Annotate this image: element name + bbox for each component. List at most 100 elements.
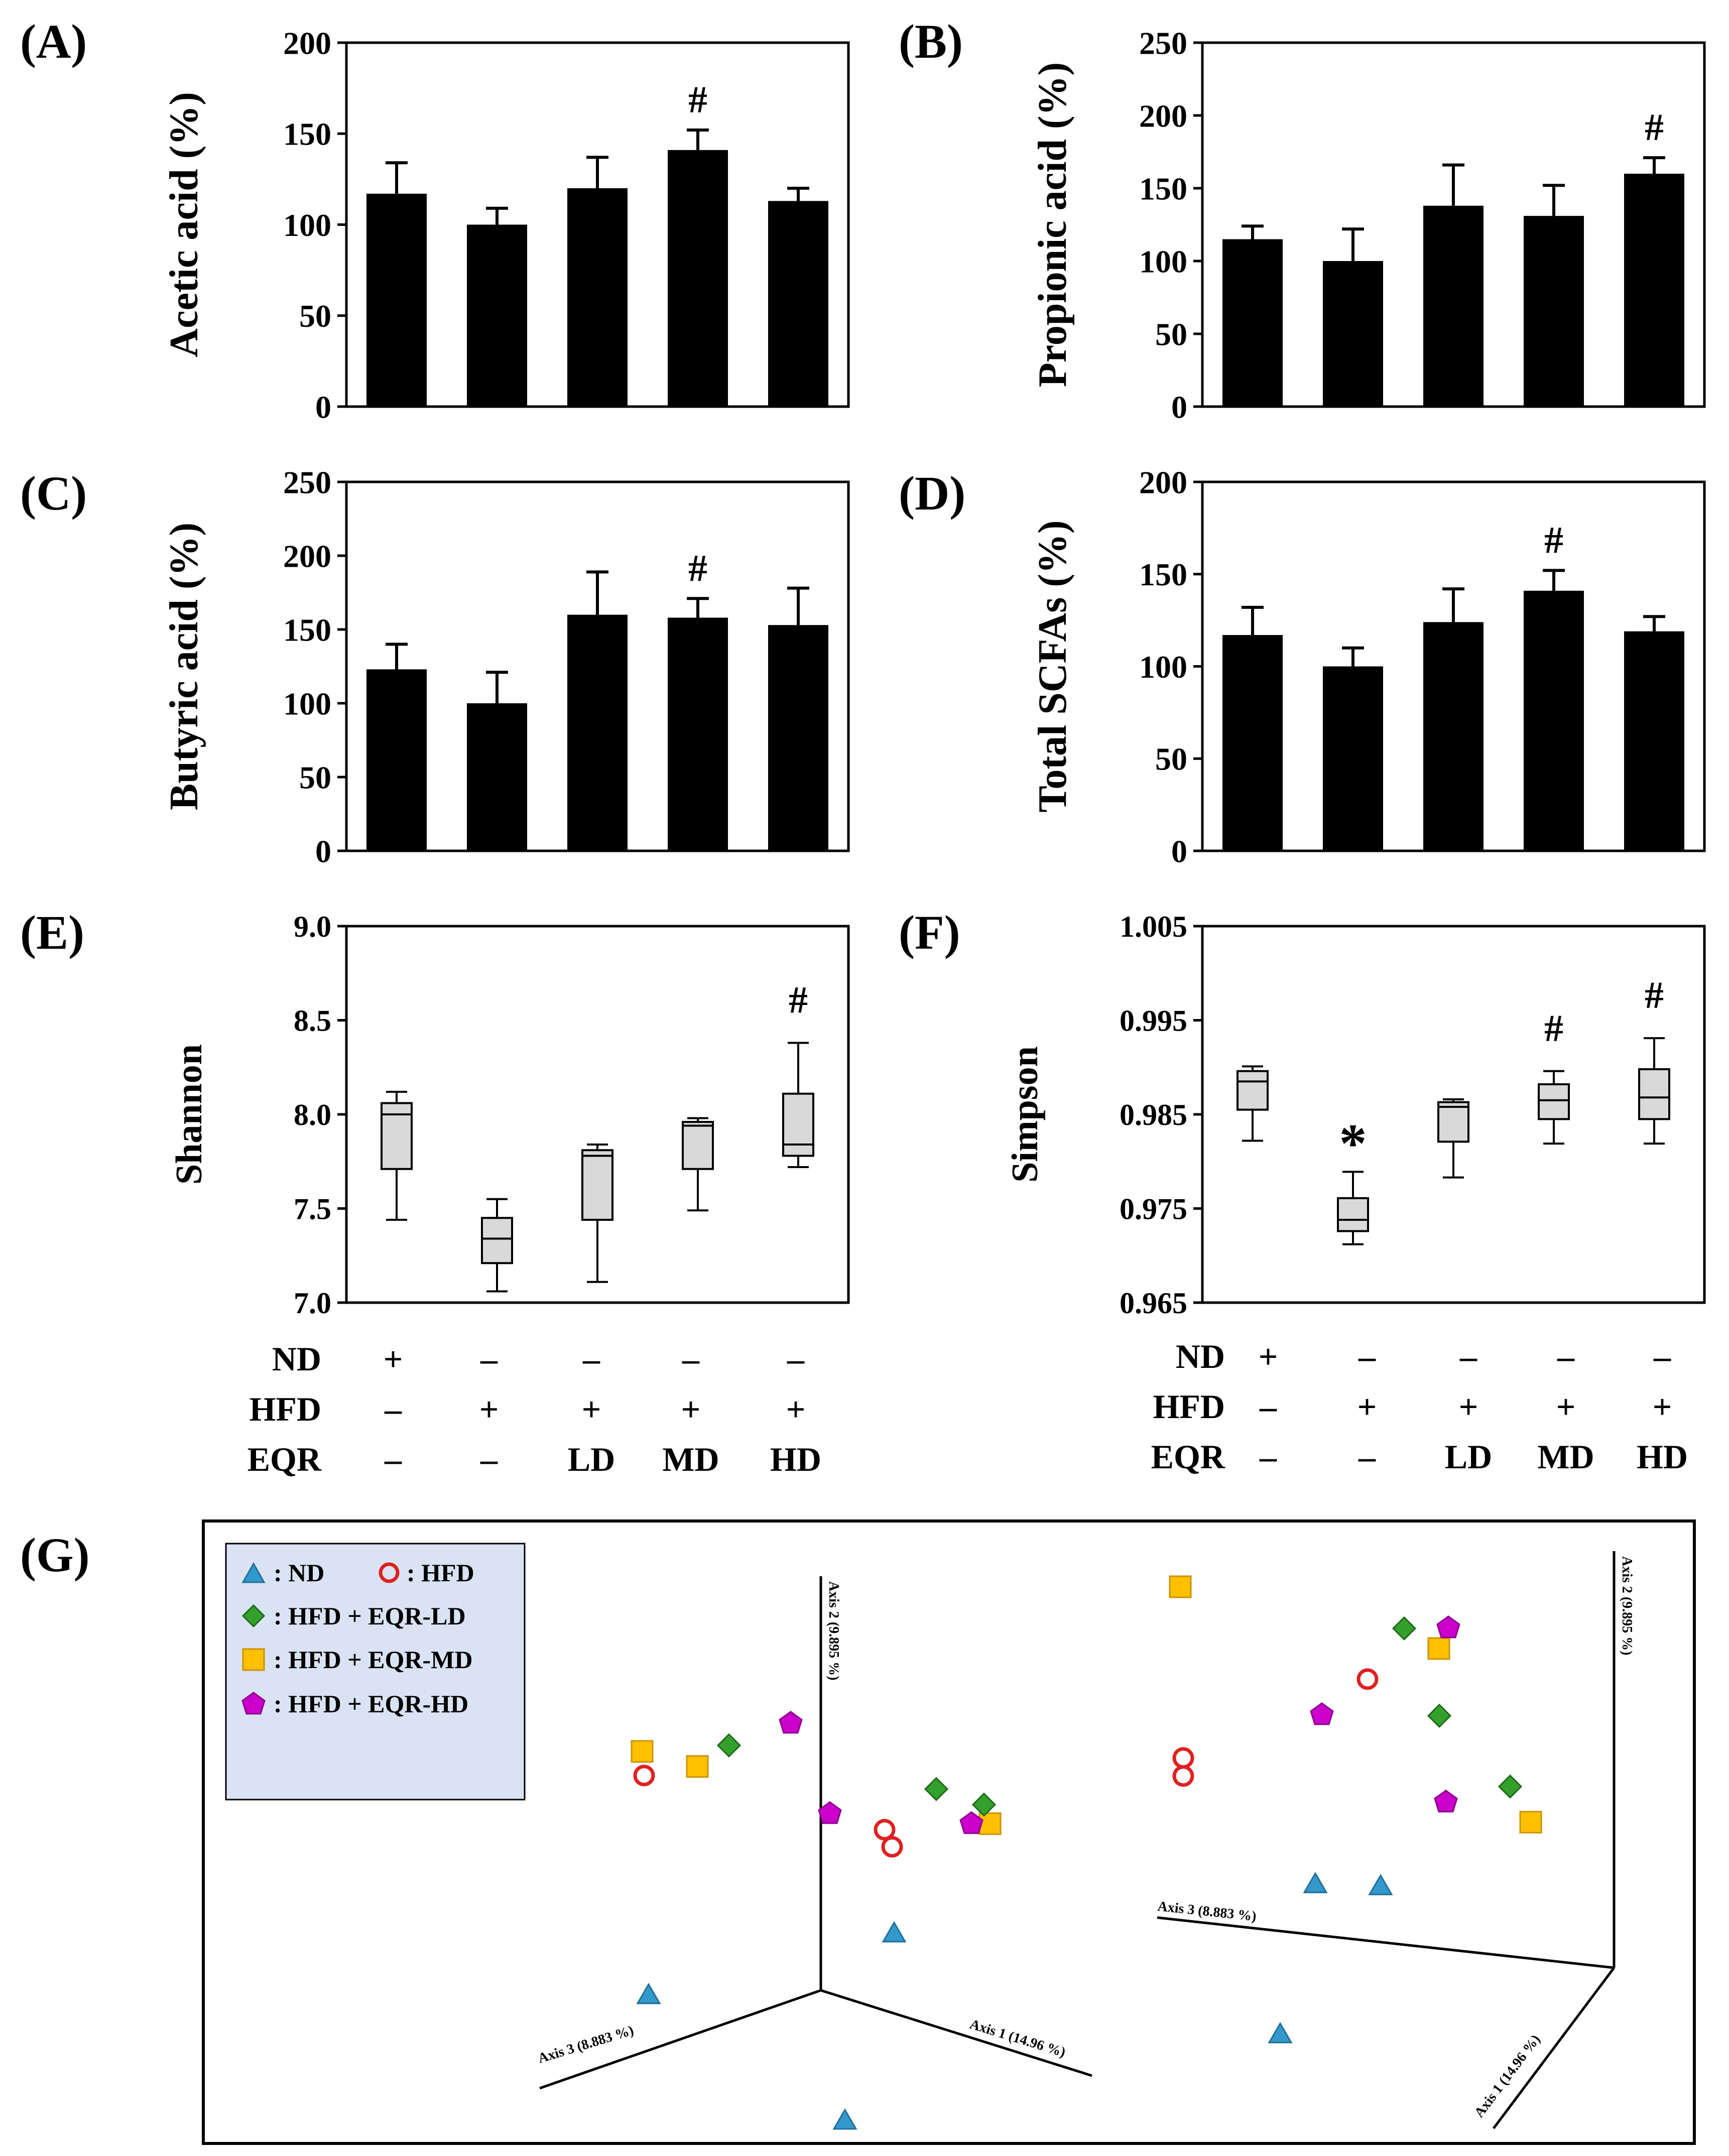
y-tick-label: 8.0	[294, 1098, 331, 1131]
y-tick-label: 0.995	[1120, 1004, 1187, 1038]
bar	[1624, 631, 1684, 851]
panel-label-a: (A)	[20, 15, 87, 68]
pcoa-point	[881, 1836, 903, 1858]
y-tick-label: 150	[1139, 171, 1187, 206]
pcoa-right-axis2-label: Axis 2 (9.895 %)	[1619, 1556, 1635, 1656]
table-cell: –	[1259, 1387, 1277, 1426]
pcoa-point	[924, 1777, 949, 1802]
table-cell: +	[681, 1390, 701, 1428]
bar	[668, 617, 728, 851]
pcoa-left-axes	[539, 1576, 1092, 2090]
pcoa-point	[1368, 1874, 1393, 1895]
panel-label-f: (F)	[899, 906, 960, 959]
table-cell: –	[384, 1440, 402, 1478]
y-axis-label: Simpson	[1005, 1046, 1046, 1182]
pcoa-point	[686, 1755, 709, 1778]
y-tick-label: 50	[1155, 741, 1187, 777]
table-cell: –	[787, 1340, 805, 1378]
box	[481, 1217, 513, 1264]
pcoa-right-axis1-line	[1493, 1967, 1615, 2129]
table-cell: MD	[662, 1440, 719, 1478]
y-tick-label: 9.0	[294, 910, 331, 943]
significance-mark: #	[789, 979, 808, 1022]
box	[1638, 1068, 1670, 1120]
panel-d-chart: 0 50 100 150 200 Total SCFAs (%) #	[1031, 464, 1706, 869]
pcoa-point	[818, 1801, 842, 1824]
y-tick-label: 0	[1171, 389, 1187, 425]
legend-label-hfd: : HFD	[407, 1559, 474, 1587]
bar	[1423, 205, 1484, 407]
panel-f-chart: 0.965 0.975 0.985 0.995 1.005 Simpson * # #	[1005, 910, 1706, 1320]
y-tick-label: 100	[283, 207, 331, 243]
y-tick-label: 200	[1139, 464, 1187, 500]
pcoa-point	[1519, 1811, 1542, 1834]
y-tick-label: 0	[315, 389, 331, 425]
box	[381, 1102, 413, 1170]
pcoa-point	[636, 1983, 661, 2004]
pcoa-point	[1172, 1765, 1194, 1787]
legend-label-nd: : ND	[274, 1559, 324, 1587]
table-cell: –	[1459, 1337, 1477, 1375]
pcoa-point	[1427, 1703, 1452, 1728]
bar	[768, 201, 828, 407]
y-tick-label: 150	[283, 612, 331, 648]
table-cell: +	[582, 1390, 601, 1428]
pcoa-left-axis3-line	[539, 1989, 821, 2090]
table-row-label: HFD	[249, 1390, 321, 1428]
y-tick-label: 0	[315, 833, 331, 869]
legend-pentagon-icon	[241, 1692, 266, 1715]
pcoa-point	[779, 1711, 803, 1734]
table-cell: +	[786, 1390, 806, 1428]
y-tick-label: 50	[1155, 316, 1187, 352]
y-tick-label: 250	[1139, 25, 1187, 61]
table-cell: HD	[1637, 1438, 1688, 1476]
table-cell: +	[1653, 1387, 1672, 1426]
bar	[1222, 239, 1283, 407]
bar	[1624, 174, 1684, 407]
bar	[366, 193, 427, 407]
y-tick-label: 200	[283, 538, 331, 574]
pcoa-left-points	[631, 1711, 1002, 2130]
y-tick-label: 0.985	[1120, 1098, 1187, 1131]
panel-label-g: (G)	[20, 1528, 90, 1582]
pcoa-point	[1436, 1615, 1460, 1638]
pcoa-point	[1434, 1790, 1458, 1813]
y-axis-label: Propionic acid (%)	[1031, 62, 1075, 387]
table-cell: +	[1556, 1387, 1576, 1426]
pcoa-right-axis3-line	[1157, 1916, 1615, 1969]
pcoa-point	[832, 2108, 857, 2130]
y-tick-label: 7.5	[294, 1193, 331, 1226]
table-cell: –	[582, 1340, 600, 1378]
y-axis-label: Total SCFAs (%)	[1031, 520, 1075, 812]
significance-mark: #	[1544, 519, 1563, 561]
pcoa-point	[959, 1811, 983, 1834]
pcoa-point	[1303, 1872, 1328, 1893]
box	[1538, 1083, 1570, 1120]
pcoa-point	[1427, 1637, 1450, 1660]
y-axis-label: Acetic acid (%)	[162, 92, 206, 357]
pcoa-left-axis1-line	[820, 1989, 1092, 2077]
bar	[1222, 635, 1283, 851]
y-axis-label: Shannon	[169, 1044, 210, 1185]
table-cell: +	[1259, 1337, 1278, 1375]
y-tick-label: 100	[1139, 649, 1187, 685]
y-tick-label: 200	[1139, 98, 1187, 134]
table-cell: HD	[770, 1440, 821, 1478]
legend-triangle-icon	[241, 1562, 266, 1583]
y-tick-label: 100	[283, 686, 331, 721]
table-row-label: ND	[1176, 1337, 1225, 1375]
pcoa-right-points	[1169, 1575, 1542, 2044]
panel-b-chart: 0 50 100 150 200 250 Propionic acid (%) #	[1031, 25, 1706, 425]
bar	[1524, 590, 1584, 851]
significance-mark: #	[1544, 1007, 1563, 1050]
table-cell: –	[384, 1390, 402, 1428]
pcoa-point	[874, 1819, 896, 1841]
treatment-table-right: ND + – – – – HFD – + + + + EQR – – LD MD…	[1151, 1337, 1688, 1476]
pcoa-legend: : ND : HFD : HFD + EQR-LD : HFD + EQR-MD…	[225, 1543, 526, 1801]
y-axis-label: Butyric acid (%)	[162, 523, 206, 810]
significance-mark: #	[1645, 974, 1664, 1017]
pcoa-point	[978, 1812, 1002, 1835]
pcoa-right-axes	[1157, 1551, 1616, 2129]
pcoa-point	[1169, 1575, 1192, 1598]
table-cell: –	[682, 1340, 700, 1378]
